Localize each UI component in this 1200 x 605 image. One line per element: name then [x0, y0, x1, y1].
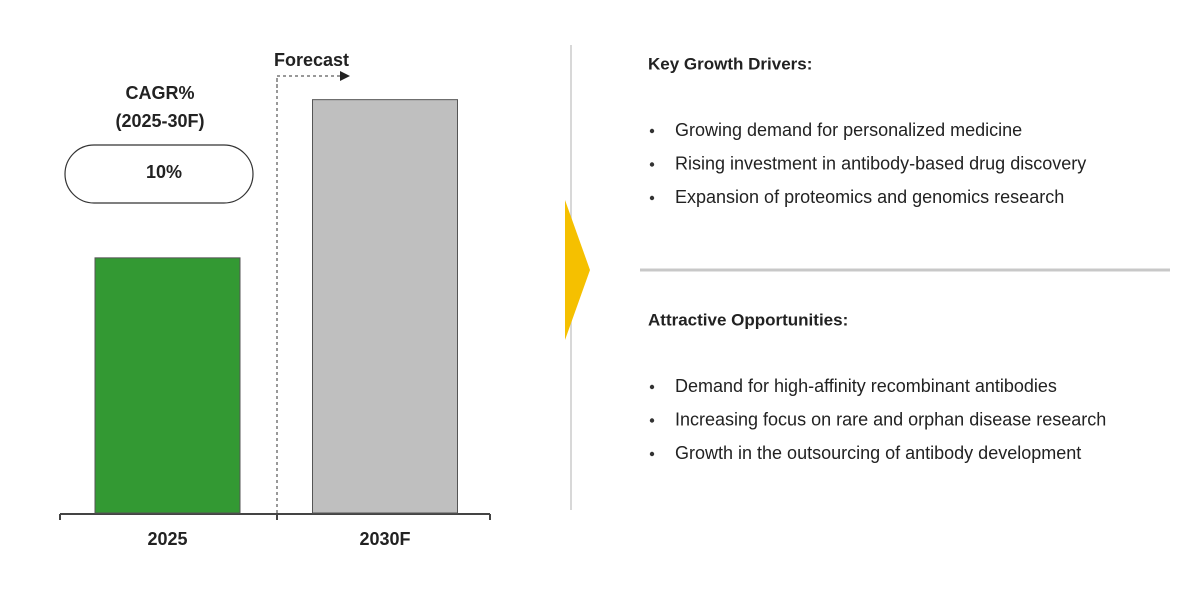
section-title: Key Growth Drivers: [648, 54, 812, 73]
bullet-text: Increasing focus on rare and orphan dise… [675, 409, 1106, 429]
forecast-arrow [276, 75, 340, 88]
forecast-arrowhead [340, 71, 350, 81]
cagr-value: 10% [146, 162, 182, 182]
bullet-text: Rising investment in antibody-based drug… [675, 153, 1086, 173]
bullet [649, 195, 655, 201]
cagr-title: (2025-30F) [115, 111, 204, 131]
bullet [649, 128, 655, 134]
x-tick-label: 2030F [359, 529, 410, 549]
x-tick-label: 2025 [147, 529, 187, 549]
bullet-text: Growing demand for personalized medicine [675, 120, 1022, 140]
bullet [649, 418, 655, 423]
cagr-pill [64, 144, 254, 204]
arrow-marker [565, 200, 590, 340]
bullet-text: Demand for high-affinity recombinant ant… [675, 376, 1057, 396]
cagr-title: CAGR% [125, 83, 194, 103]
bar [94, 257, 241, 514]
bar [312, 99, 458, 514]
bullet [649, 384, 655, 390]
bullet [649, 162, 655, 167]
section-title: Attractive Opportunities: [648, 310, 848, 329]
bullet [649, 451, 655, 457]
bullet-text: Expansion of proteomics and genomics res… [675, 187, 1064, 207]
forecast-label: Forecast [274, 50, 349, 70]
bullet-text: Growth in the outsourcing of antibody de… [675, 443, 1081, 463]
